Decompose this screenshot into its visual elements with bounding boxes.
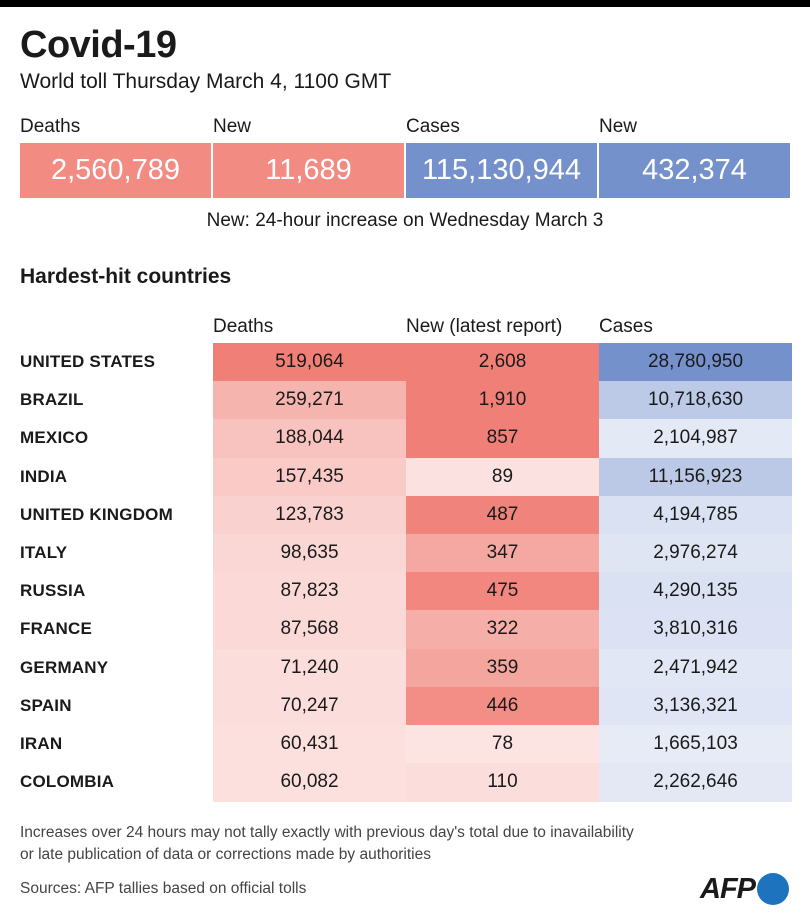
deaths-cell: 71,240 — [213, 648, 406, 688]
footnote: Increases over 24 hours may not tally ex… — [20, 822, 720, 866]
afp-logo: AFP — [700, 872, 789, 906]
chart-title: Covid-19 — [20, 24, 177, 66]
logo-text: AFP — [700, 872, 756, 905]
sources: Sources: AFP tallies based on official t… — [20, 880, 307, 897]
country-label: IRAN — [20, 734, 63, 753]
deaths-cell: 98,635 — [213, 534, 406, 573]
top-bar — [0, 0, 810, 7]
deaths-cell: 60,082 — [213, 763, 406, 802]
country-label: UNITED KINGDOM — [20, 504, 173, 524]
new-cell: 110 — [406, 763, 599, 802]
summary-cases-label: Cases — [406, 116, 460, 137]
cases-cell: 4,194,785 — [599, 495, 792, 535]
cases-cell: 2,471,942 — [599, 648, 792, 688]
country-label: COLOMBIA — [20, 772, 115, 792]
cases-cell: 28,780,950 — [599, 343, 792, 382]
summary-deaths-value: 2,560,789 — [20, 143, 211, 198]
country-label: RUSSIA — [20, 581, 86, 601]
summary-deaths-label: Deaths — [20, 116, 81, 137]
cases-cell: 1,665,103 — [599, 725, 792, 764]
new-cell: 347 — [406, 534, 599, 573]
column-header-cases: Cases — [599, 316, 653, 337]
new-cell: 78 — [406, 725, 599, 764]
deaths-cell: 157,435 — [213, 457, 406, 497]
deaths-cell: 87,823 — [213, 572, 406, 611]
new-cell: 1,910 — [406, 381, 599, 420]
deaths-cell: 87,568 — [213, 610, 406, 650]
deaths-cell: 70,247 — [213, 686, 406, 726]
summary-cases-value: 115,130,944 — [406, 143, 597, 198]
logo-dot-icon — [757, 873, 789, 905]
country-label: GERMANY — [20, 657, 109, 677]
country-label: ITALY — [20, 543, 68, 562]
deaths-cell: 188,044 — [213, 419, 406, 459]
new-cell: 2,608 — [406, 343, 599, 382]
cases-cell: 11,156,923 — [599, 457, 792, 497]
summary-new-deaths-value: 11,689 — [213, 143, 404, 198]
new-cell: 857 — [406, 419, 599, 459]
cases-cell: 10,718,630 — [599, 381, 792, 420]
country-label: FRANCE — [20, 619, 93, 639]
cases-cell: 2,262,646 — [599, 763, 792, 802]
deaths-cell: 519,064 — [213, 343, 406, 382]
deaths-cell: 123,783 — [213, 495, 406, 535]
column-header-new: New (latest report) — [406, 316, 563, 337]
deaths-cell: 60,431 — [213, 725, 406, 764]
section-title: Hardest-hit countries — [20, 265, 232, 288]
new-cell: 359 — [406, 648, 599, 688]
country-label: UNITED STATES — [20, 352, 156, 371]
cases-cell: 3,136,321 — [599, 686, 792, 726]
new-cell: 322 — [406, 610, 599, 650]
country-label: INDIA — [20, 466, 68, 486]
new-cell: 475 — [406, 572, 599, 611]
summary-new-cases-value: 432,374 — [599, 143, 790, 198]
summary-new-deaths-label: New — [213, 116, 252, 137]
new-cell: 89 — [406, 457, 599, 497]
cases-cell: 2,104,987 — [599, 419, 792, 459]
new-cell: 487 — [406, 495, 599, 535]
country-label: BRAZIL — [20, 390, 84, 410]
chart-subtitle: World toll Thursday March 4, 1100 GMT — [20, 70, 392, 93]
summary-note: New: 24-hour increase on Wednesday March… — [206, 210, 604, 231]
deaths-cell: 259,271 — [213, 381, 406, 420]
footnote-line: Increases over 24 hours may not tally ex… — [20, 824, 634, 841]
column-header-deaths: Deaths — [213, 316, 274, 337]
new-cell: 446 — [406, 686, 599, 726]
cases-cell: 3,810,316 — [599, 610, 792, 650]
cases-cell: 2,976,274 — [599, 534, 792, 573]
cases-cell: 4,290,135 — [599, 572, 792, 611]
country-label: MEXICO — [20, 428, 89, 448]
country-label: SPAIN — [20, 695, 72, 715]
footnote-line: or late publication of data or correctio… — [20, 846, 431, 863]
summary-new-cases-label: New — [599, 116, 638, 137]
